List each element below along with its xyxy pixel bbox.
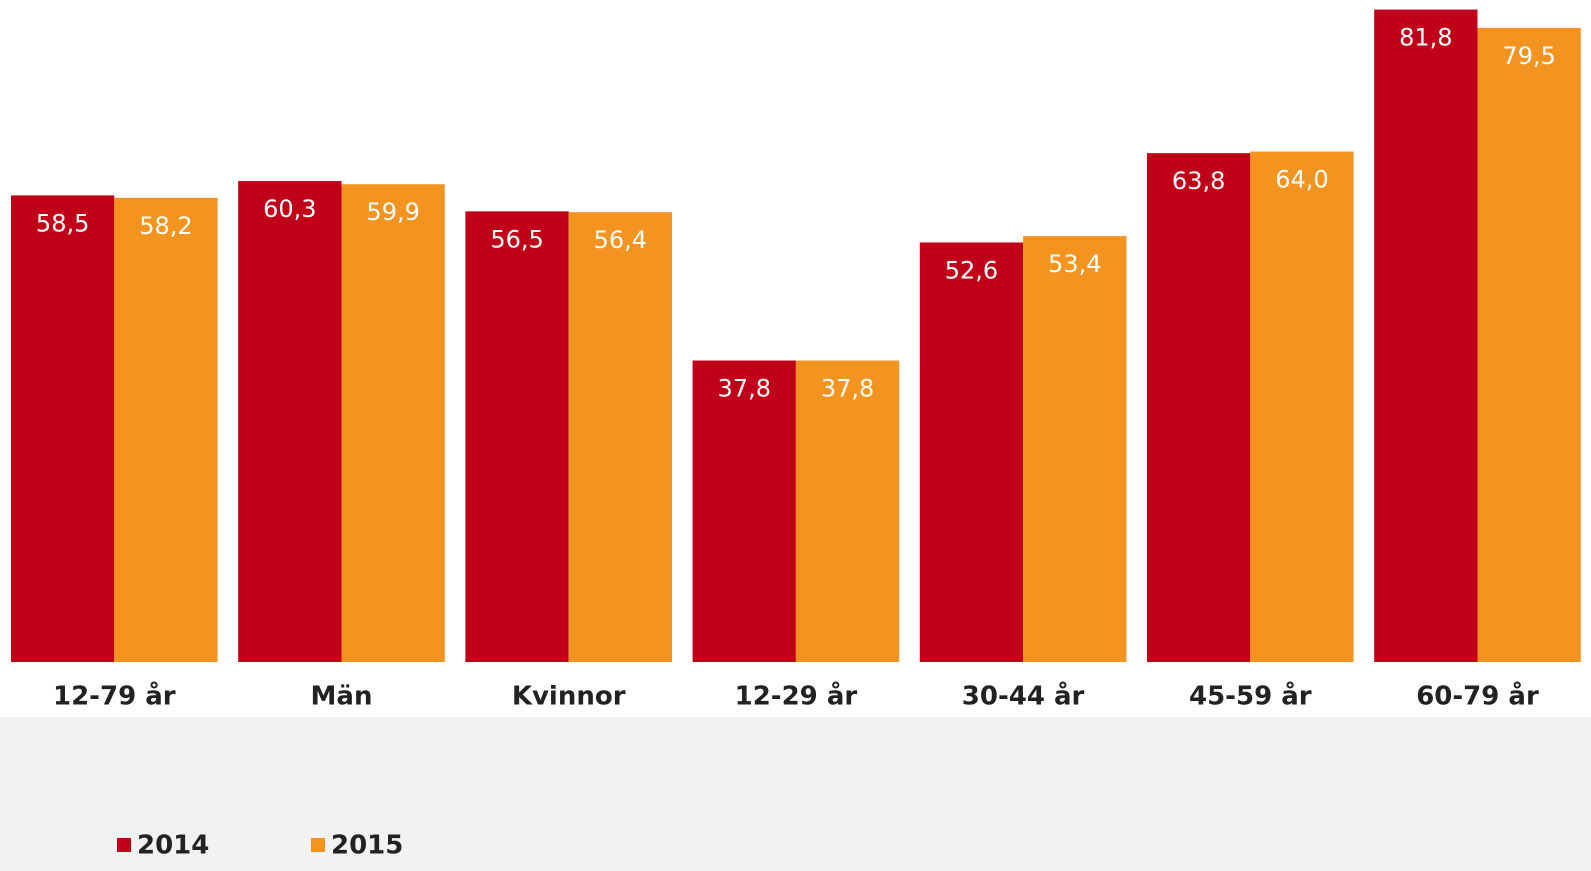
legend-swatch — [117, 838, 131, 852]
value-label: 79,5 — [1502, 42, 1555, 70]
x-tick-label: 12-29 år — [735, 680, 858, 712]
x-tick-label: 45-59 år — [1189, 680, 1312, 712]
x-tick-label: 60-79 år — [1416, 680, 1539, 712]
legend-label: 2015 — [331, 831, 403, 861]
bar — [1374, 9, 1478, 662]
value-label: 63,8 — [1172, 167, 1225, 195]
bar — [568, 212, 672, 662]
x-tick-label: 12-79 år — [53, 680, 176, 712]
value-label: 53,4 — [1048, 250, 1101, 278]
value-label: 59,9 — [366, 198, 419, 226]
bar — [238, 181, 342, 662]
value-label: 81,8 — [1399, 24, 1452, 52]
bar — [11, 195, 115, 662]
bar — [114, 197, 218, 662]
bar — [341, 184, 445, 662]
value-label: 52,6 — [945, 256, 998, 284]
value-label: 60,3 — [263, 195, 316, 223]
bar — [1250, 151, 1354, 662]
value-label: 58,5 — [36, 209, 89, 237]
bar — [1477, 27, 1581, 663]
value-label: 56,4 — [594, 226, 647, 254]
legend-area — [0, 717, 1591, 871]
bar — [692, 360, 796, 662]
bar — [919, 242, 1024, 662]
legend-swatch — [311, 838, 325, 852]
bar — [1023, 236, 1127, 663]
bar — [1147, 153, 1251, 663]
legend-label: 2014 — [137, 831, 209, 861]
value-label: 56,5 — [490, 225, 543, 253]
bar — [465, 211, 569, 662]
x-tick-label: 30-44 år — [962, 680, 1085, 712]
value-label: 37,8 — [821, 375, 874, 403]
value-label: 37,8 — [718, 375, 771, 403]
x-tick-label: Kvinnor — [512, 682, 626, 712]
value-label: 58,2 — [139, 212, 192, 240]
x-tick-label: Män — [311, 682, 373, 712]
value-label: 64,0 — [1275, 166, 1328, 194]
bar — [795, 360, 900, 662]
